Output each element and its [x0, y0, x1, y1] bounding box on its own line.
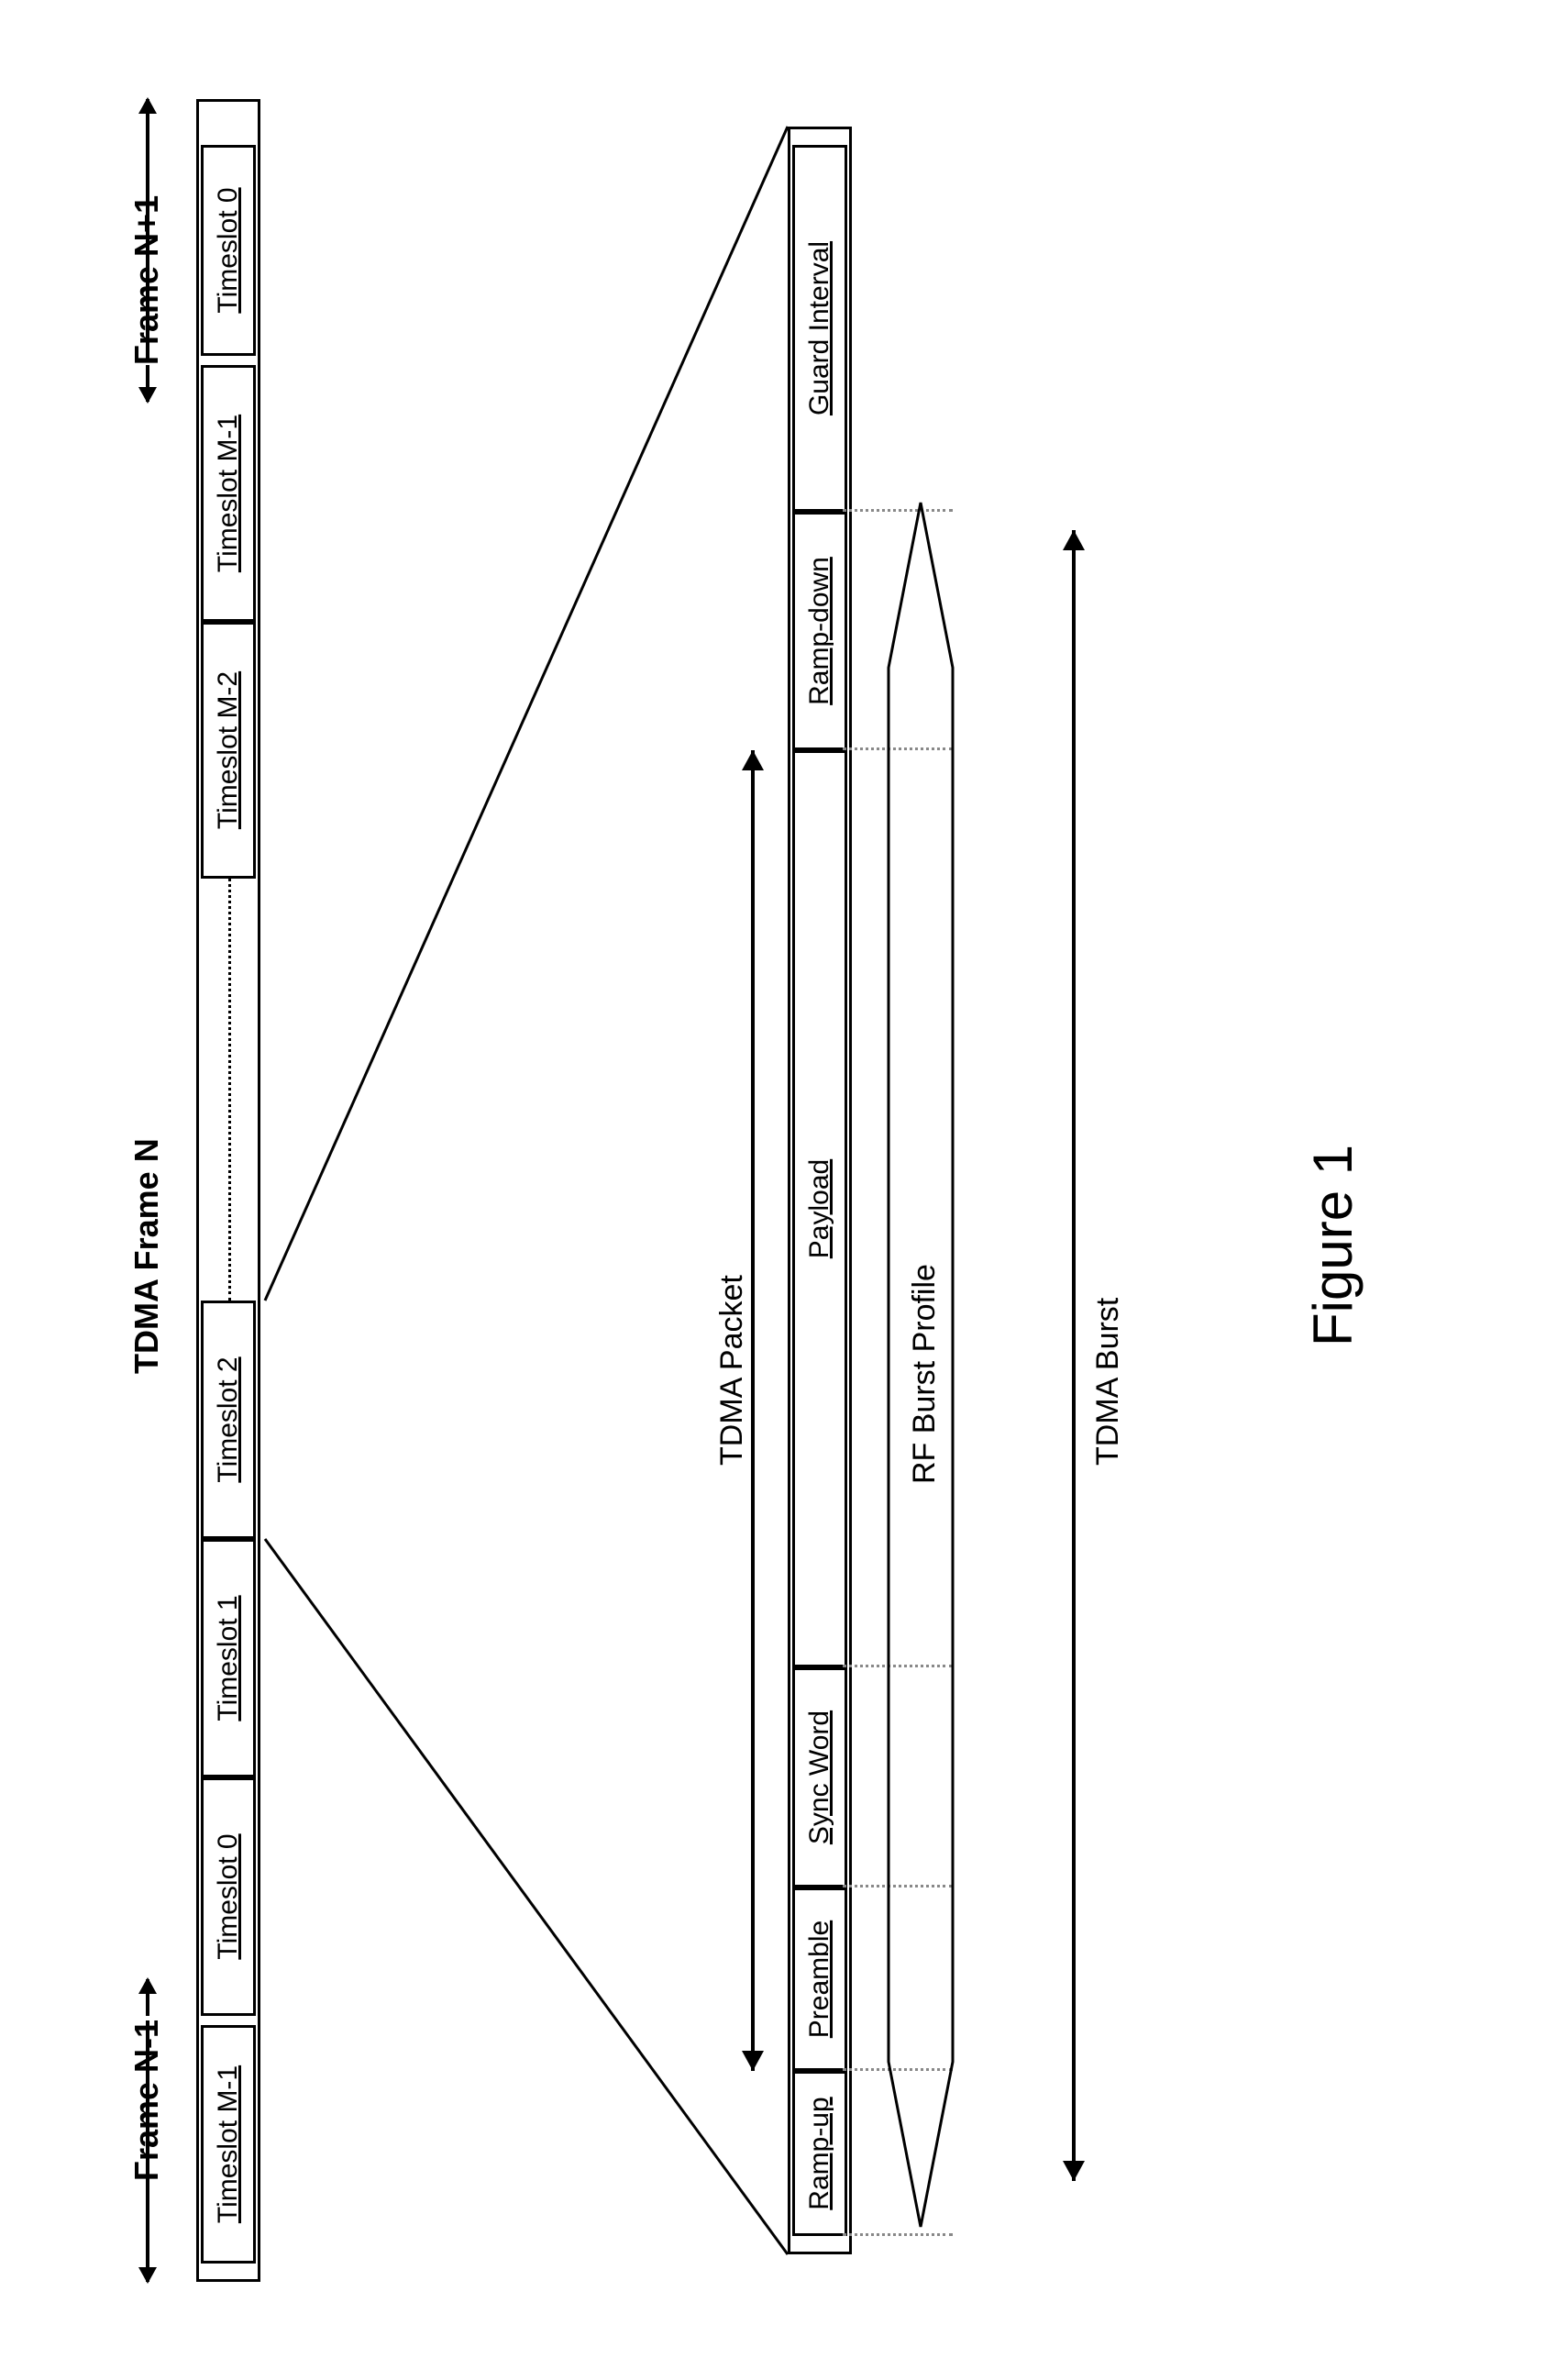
packet-guard: Guard Interval [792, 145, 847, 512]
segment-label: Payload [804, 1158, 835, 1257]
packet-preamble: Preamble [792, 1887, 847, 2071]
packet-rampup: Ramp-up [792, 2071, 847, 2236]
tdma-diagram: Frame N-1 TDMA Frame N Frame N+1 Timeslo… [91, 90, 1466, 2291]
segment-label: Ramp-up [804, 2097, 835, 2209]
packet-rampdown: Ramp-down [792, 512, 847, 750]
segment-label: Preamble [804, 1920, 835, 2037]
packet-payload: Payload [792, 750, 847, 1667]
dotted-divider [843, 2233, 953, 2236]
packet-syncword: Sync Word [792, 1667, 847, 1887]
zoom-lines [91, 90, 824, 2291]
tdma-burst-label: TDMA Burst [1090, 1297, 1126, 1465]
tdma-packet-arrow [751, 750, 755, 2071]
packet-row: Ramp-up Preamble Sync Word Payload Ramp-… [788, 127, 852, 2254]
segment-label: Guard Interval [804, 240, 835, 415]
tdma-packet-label: TDMA Packet [714, 1275, 750, 1466]
tdma-burst-arrow [1072, 530, 1076, 2181]
figure-caption: Figure 1 [1301, 1144, 1364, 1345]
rf-burst-profile-label: RF Burst Profile [907, 1264, 943, 1484]
segment-label: Ramp-down [804, 557, 835, 705]
segment-label: Sync Word [804, 1710, 835, 1843]
